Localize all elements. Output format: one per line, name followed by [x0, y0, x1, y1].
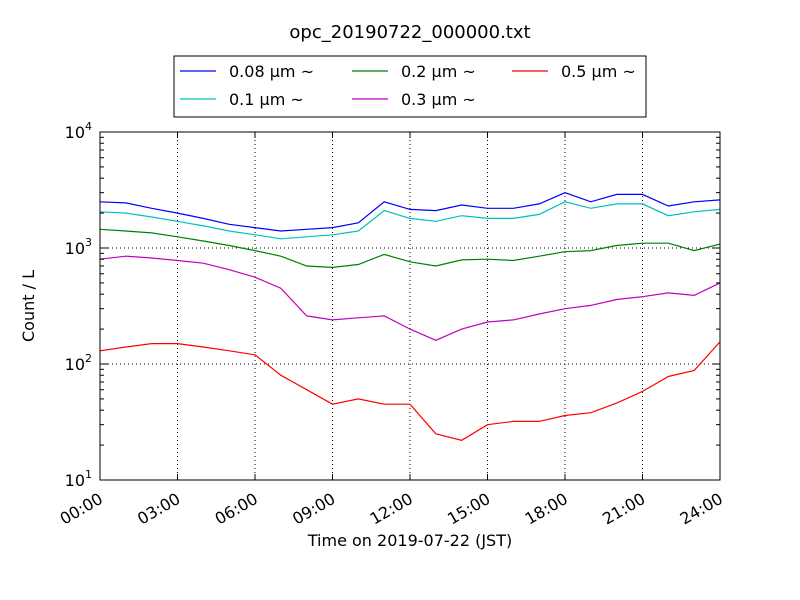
ticks: 00:00 03:00 06:00 09:00 12:00 15:00 18:00 21:00…	[57, 120, 726, 529]
series-line	[99, 255, 721, 341]
y-tick-exponent: 3	[85, 236, 92, 249]
series-lines	[99, 192, 721, 441]
x-axis-label: Time on 2019-07-22 (JST)	[307, 531, 512, 550]
legend-label: 0.3 μm ~	[401, 90, 476, 109]
y-tick-exponent: 4	[85, 120, 92, 133]
series-line	[99, 228, 721, 269]
y-tick-label: 102	[65, 352, 92, 374]
x-tick-label: 09:00	[289, 489, 338, 529]
x-tick-label: 00:00	[57, 489, 106, 529]
x-tick-label: 18:00	[522, 489, 571, 529]
chart-title: opc_20190722_000000.txt	[289, 22, 530, 43]
legend-label: 0.5 μm ~	[561, 62, 636, 81]
legend: 0.08 μm ~ 0.1 μm ~ 0.2 μm ~ 0.3 μm ~ 0.5 μm …	[173, 55, 647, 118]
legend-label: 0.08 μm ~	[229, 62, 314, 81]
y-tick-label: 101	[65, 468, 92, 490]
x-tick-label: 06:00	[212, 489, 261, 529]
y-tick-exponent: 1	[85, 468, 92, 481]
x-tick-label: 21:00	[599, 489, 648, 529]
y-tick-exponent: 2	[85, 352, 92, 365]
y-axis-label: Count / L	[19, 270, 38, 342]
grid	[100, 132, 720, 480]
y-tick-label: 103	[65, 236, 92, 258]
legend-box	[173, 55, 647, 118]
series-line	[99, 201, 721, 240]
x-tick-label: 15:00	[444, 489, 493, 529]
series-line	[99, 192, 721, 232]
x-tick-label: 24:00	[677, 489, 726, 529]
x-tick-label: 12:00	[367, 489, 416, 529]
legend-label: 0.1 μm ~	[229, 90, 304, 109]
x-tick-label: 03:00	[134, 489, 183, 529]
legend-label: 0.2 μm ~	[401, 62, 476, 81]
series-line	[99, 341, 721, 441]
y-tick-label: 104	[65, 120, 92, 142]
